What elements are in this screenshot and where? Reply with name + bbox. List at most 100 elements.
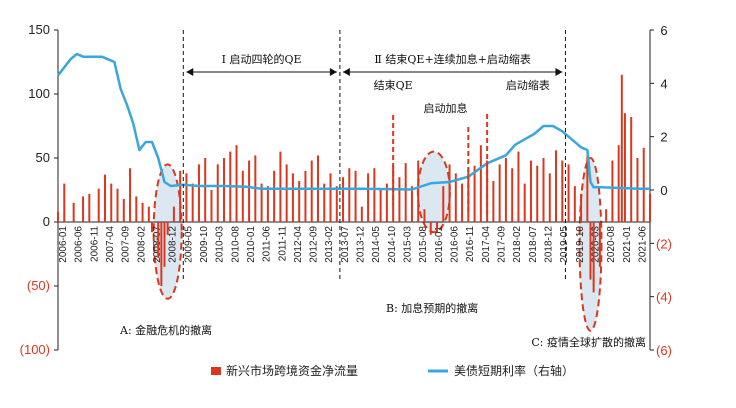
arrow-head-right bbox=[329, 68, 337, 76]
bar bbox=[620, 74, 623, 222]
bar bbox=[235, 145, 238, 222]
bar bbox=[630, 117, 633, 222]
bar bbox=[122, 198, 125, 222]
bar bbox=[623, 113, 626, 222]
x-tick-label: 2015-08 bbox=[418, 226, 429, 263]
x-tick-label: 2016-06 bbox=[450, 226, 461, 263]
bar bbox=[310, 160, 313, 222]
x-tick-label: 2021-06 bbox=[637, 226, 648, 263]
bar bbox=[592, 222, 595, 293]
episode-ellipse bbox=[416, 150, 451, 234]
bar bbox=[291, 173, 294, 222]
bar bbox=[498, 164, 501, 222]
x-tick-label: 2010-03 bbox=[215, 226, 226, 263]
x-tick-label: 2006-01 bbox=[58, 226, 69, 263]
bar bbox=[279, 151, 282, 222]
bar bbox=[298, 181, 301, 222]
x-tick-label: 2018-02 bbox=[512, 226, 523, 263]
bar bbox=[529, 160, 532, 222]
bar bbox=[598, 222, 601, 267]
bar bbox=[367, 173, 370, 222]
bar bbox=[141, 202, 144, 222]
bar bbox=[649, 193, 651, 222]
episode-label: B: 加息预期的撤离 bbox=[386, 301, 478, 315]
x-tick-label: 2020-03 bbox=[590, 226, 601, 263]
bar bbox=[436, 222, 439, 233]
bar bbox=[135, 196, 138, 222]
left-tick-label: 150 bbox=[28, 22, 50, 37]
bar bbox=[323, 183, 326, 222]
bar bbox=[241, 170, 244, 222]
bar bbox=[423, 209, 426, 222]
bar bbox=[166, 222, 169, 235]
bar bbox=[223, 158, 226, 222]
bar bbox=[179, 170, 182, 222]
bar bbox=[57, 211, 59, 222]
x-tick-label: 2009-05 bbox=[183, 226, 194, 263]
bar bbox=[110, 183, 113, 222]
bar bbox=[103, 174, 106, 222]
x-tick-label: 2008-02 bbox=[136, 226, 147, 263]
bar bbox=[197, 164, 200, 222]
rate-line bbox=[57, 52, 650, 191]
period-label: Ⅱ 结束QE+连续加息+启动缩表 bbox=[374, 52, 530, 66]
bar bbox=[185, 173, 188, 222]
bar bbox=[398, 177, 401, 222]
bar bbox=[523, 183, 526, 222]
x-tick-label: 2013-12 bbox=[356, 226, 367, 263]
bar bbox=[285, 164, 288, 222]
bar bbox=[360, 206, 363, 222]
bar bbox=[573, 186, 576, 222]
x-tick-label: 2010-08 bbox=[230, 226, 241, 263]
x-tick-label: 2017-04 bbox=[481, 226, 492, 263]
x-tick-label: 2013-02 bbox=[324, 226, 335, 263]
bar bbox=[72, 202, 75, 222]
bar bbox=[429, 222, 432, 235]
bar bbox=[542, 158, 545, 222]
bar bbox=[82, 196, 85, 222]
x-tick-label: 2006-06 bbox=[74, 226, 85, 263]
x-tick-label: 2011-06 bbox=[262, 226, 273, 262]
bar bbox=[486, 160, 489, 222]
left-tick-label: (50) bbox=[27, 278, 50, 293]
bar bbox=[150, 222, 153, 233]
x-tick-label: 2019-05 bbox=[559, 226, 570, 263]
bar bbox=[304, 170, 307, 222]
x-tick-label: 2021-01 bbox=[622, 226, 633, 263]
bar bbox=[116, 188, 119, 222]
x-tick-label: 2007-09 bbox=[121, 226, 132, 263]
arrow-head-right bbox=[555, 68, 563, 76]
x-tick-label: 2012-09 bbox=[309, 226, 320, 263]
right-tick-label: (2) bbox=[656, 236, 672, 251]
bar bbox=[191, 183, 194, 222]
bar bbox=[611, 160, 614, 222]
x-tick-label: 2006-11 bbox=[89, 226, 100, 262]
bar bbox=[555, 150, 558, 222]
right-tick-label: (4) bbox=[656, 290, 672, 305]
bar bbox=[580, 193, 583, 222]
bar bbox=[636, 158, 639, 222]
bar bbox=[204, 158, 207, 222]
bar bbox=[248, 160, 251, 222]
legend-bar-label: 新兴市场跨境资金净流量 bbox=[226, 363, 358, 378]
bar bbox=[354, 170, 357, 222]
bar bbox=[260, 183, 263, 222]
bar bbox=[605, 209, 608, 222]
bar bbox=[586, 155, 589, 222]
bar bbox=[548, 173, 551, 222]
right-tick-label: 6 bbox=[660, 23, 667, 38]
right-tick-label: (6) bbox=[656, 343, 672, 358]
bar bbox=[97, 188, 100, 222]
x-tick-label: 2009-10 bbox=[199, 226, 210, 263]
bar bbox=[273, 170, 276, 222]
x-tick-label: 2008-12 bbox=[168, 226, 179, 263]
bar bbox=[160, 222, 163, 286]
x-tick-label: 2016-11 bbox=[465, 226, 476, 262]
bar bbox=[492, 181, 495, 222]
bar bbox=[210, 190, 213, 222]
bar bbox=[335, 186, 338, 222]
period-label: Ⅰ 启动四轮的QE bbox=[222, 52, 302, 66]
x-tick-label: 2015-03 bbox=[403, 226, 414, 263]
x-tick-label: 2018-07 bbox=[528, 226, 539, 263]
bar bbox=[373, 168, 376, 222]
